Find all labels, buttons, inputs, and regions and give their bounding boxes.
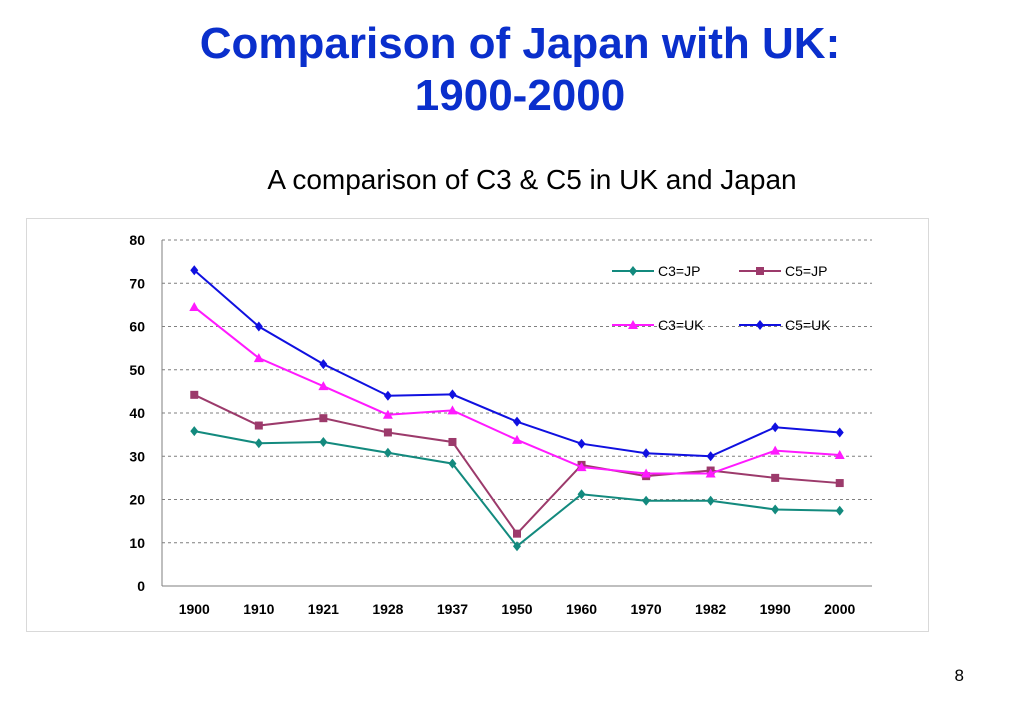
- y-tick-label: 0: [137, 578, 145, 594]
- x-tick-label: 1928: [372, 601, 403, 617]
- series-line-c3-jp: [194, 430, 840, 548]
- y-tick-label: 70: [129, 275, 145, 291]
- data-point-c5-uk: [706, 451, 715, 462]
- data-point-c3-uk: [318, 381, 329, 391]
- data-point-c5-jp: [513, 529, 521, 538]
- data-point-c3-jp: [513, 541, 521, 552]
- data-point-c3-uk: [189, 302, 200, 312]
- series-line-c5-uk: [193, 269, 840, 458]
- data-point-c3-jp: [448, 458, 457, 469]
- legend-marker-c3-jp: [629, 266, 637, 276]
- x-tick-label: 1950: [501, 601, 532, 617]
- legend-marker-c3-uk: [628, 320, 638, 329]
- data-point-c3-jp: [254, 438, 263, 449]
- data-point-c5-jp: [254, 421, 263, 430]
- data-point-c5-jp: [190, 390, 199, 399]
- data-point-c3-uk: [705, 468, 716, 478]
- data-point-c3-jp: [383, 447, 392, 458]
- y-tick-label: 30: [129, 448, 145, 464]
- x-tick-label: 1921: [308, 601, 339, 617]
- legend-marker-c5-jp: [756, 267, 764, 275]
- slide-title: Comparison of Japan with UK: 1900-2000: [60, 18, 980, 122]
- data-point-c3-jp: [706, 495, 715, 506]
- data-point-c3-jp: [642, 495, 651, 506]
- legend-label-c5-jp: C5=JP: [785, 263, 827, 279]
- y-tick-label: 50: [129, 362, 145, 378]
- y-tick-label: 40: [129, 405, 145, 421]
- legend-label-c5-uk: C5=UK: [785, 317, 831, 333]
- chart-frame: 0 10 20 30 40 50 60 70 80 1900 1910 1921 1928 1937 195…: [26, 218, 929, 632]
- chart-title: A comparison of C3 & C5 in UK and Japan: [267, 164, 797, 195]
- data-point-c3-jp: [835, 505, 844, 516]
- y-tick-label: 60: [129, 319, 145, 335]
- data-point-c3-uk: [253, 353, 264, 363]
- data-point-c3-jp: [577, 489, 586, 500]
- data-point-c5-jp: [383, 428, 392, 437]
- series-line-c3-uk: [193, 306, 840, 475]
- data-point-c5-jp: [835, 479, 844, 488]
- data-point-c3-uk: [512, 434, 522, 444]
- data-point-c3-uk: [447, 405, 458, 415]
- data-point-c5-uk: [190, 265, 199, 276]
- data-point-c5-uk: [835, 427, 844, 438]
- legend-label-c3-uk: C3=UK: [658, 317, 704, 333]
- x-tick-label: 1970: [631, 601, 662, 617]
- data-point-c5-uk: [448, 389, 457, 400]
- data-point-c5-uk: [319, 359, 328, 370]
- data-point-c3-jp: [771, 504, 780, 515]
- data-point-c5-jp: [319, 414, 328, 423]
- y-tick-label: 20: [129, 492, 145, 508]
- data-point-c5-uk: [254, 321, 263, 332]
- data-point-c5-uk: [513, 416, 521, 427]
- series-line-c5-jp: [193, 393, 840, 536]
- y-tick-label: 80: [129, 232, 145, 248]
- data-point-c5-jp: [771, 473, 780, 482]
- x-tick-label: 1960: [566, 601, 597, 617]
- line-chart: 0 10 20 30 40 50 60 70 80 1900 1910 1921 1928 1937 195…: [129, 232, 872, 617]
- data-point-c5-uk: [642, 448, 651, 459]
- legend-label-c3-jp: C3=JP: [658, 263, 700, 279]
- data-point-c3-uk: [770, 445, 781, 455]
- data-point-c5-jp: [448, 437, 457, 446]
- x-tick-label: 2000: [824, 601, 855, 617]
- data-point-c3-uk: [576, 462, 587, 472]
- data-point-c5-uk: [577, 438, 586, 449]
- data-point-c3-uk: [834, 449, 845, 459]
- x-tick-label: 1982: [695, 601, 726, 617]
- x-tick-label: 1910: [243, 601, 274, 617]
- x-tick-label: 1900: [179, 601, 210, 617]
- x-tick-label: 1937: [437, 601, 468, 617]
- data-point-c3-jp: [190, 426, 199, 437]
- slide-title-line1: Comparison of Japan with UK:: [199, 19, 841, 68]
- data-point-c5-uk: [383, 390, 392, 401]
- legend-marker-c5-uk: [756, 320, 764, 330]
- y-tick-label: 10: [129, 535, 145, 551]
- slide-title-line2: 1900-2000: [414, 71, 626, 120]
- data-point-c3-jp: [319, 436, 328, 447]
- data-point-c5-uk: [771, 422, 780, 433]
- data-point-c3-uk: [382, 409, 393, 419]
- page-number: 8: [954, 666, 964, 685]
- x-tick-label: 1990: [760, 601, 791, 617]
- data-point-c3-uk: [641, 468, 652, 478]
